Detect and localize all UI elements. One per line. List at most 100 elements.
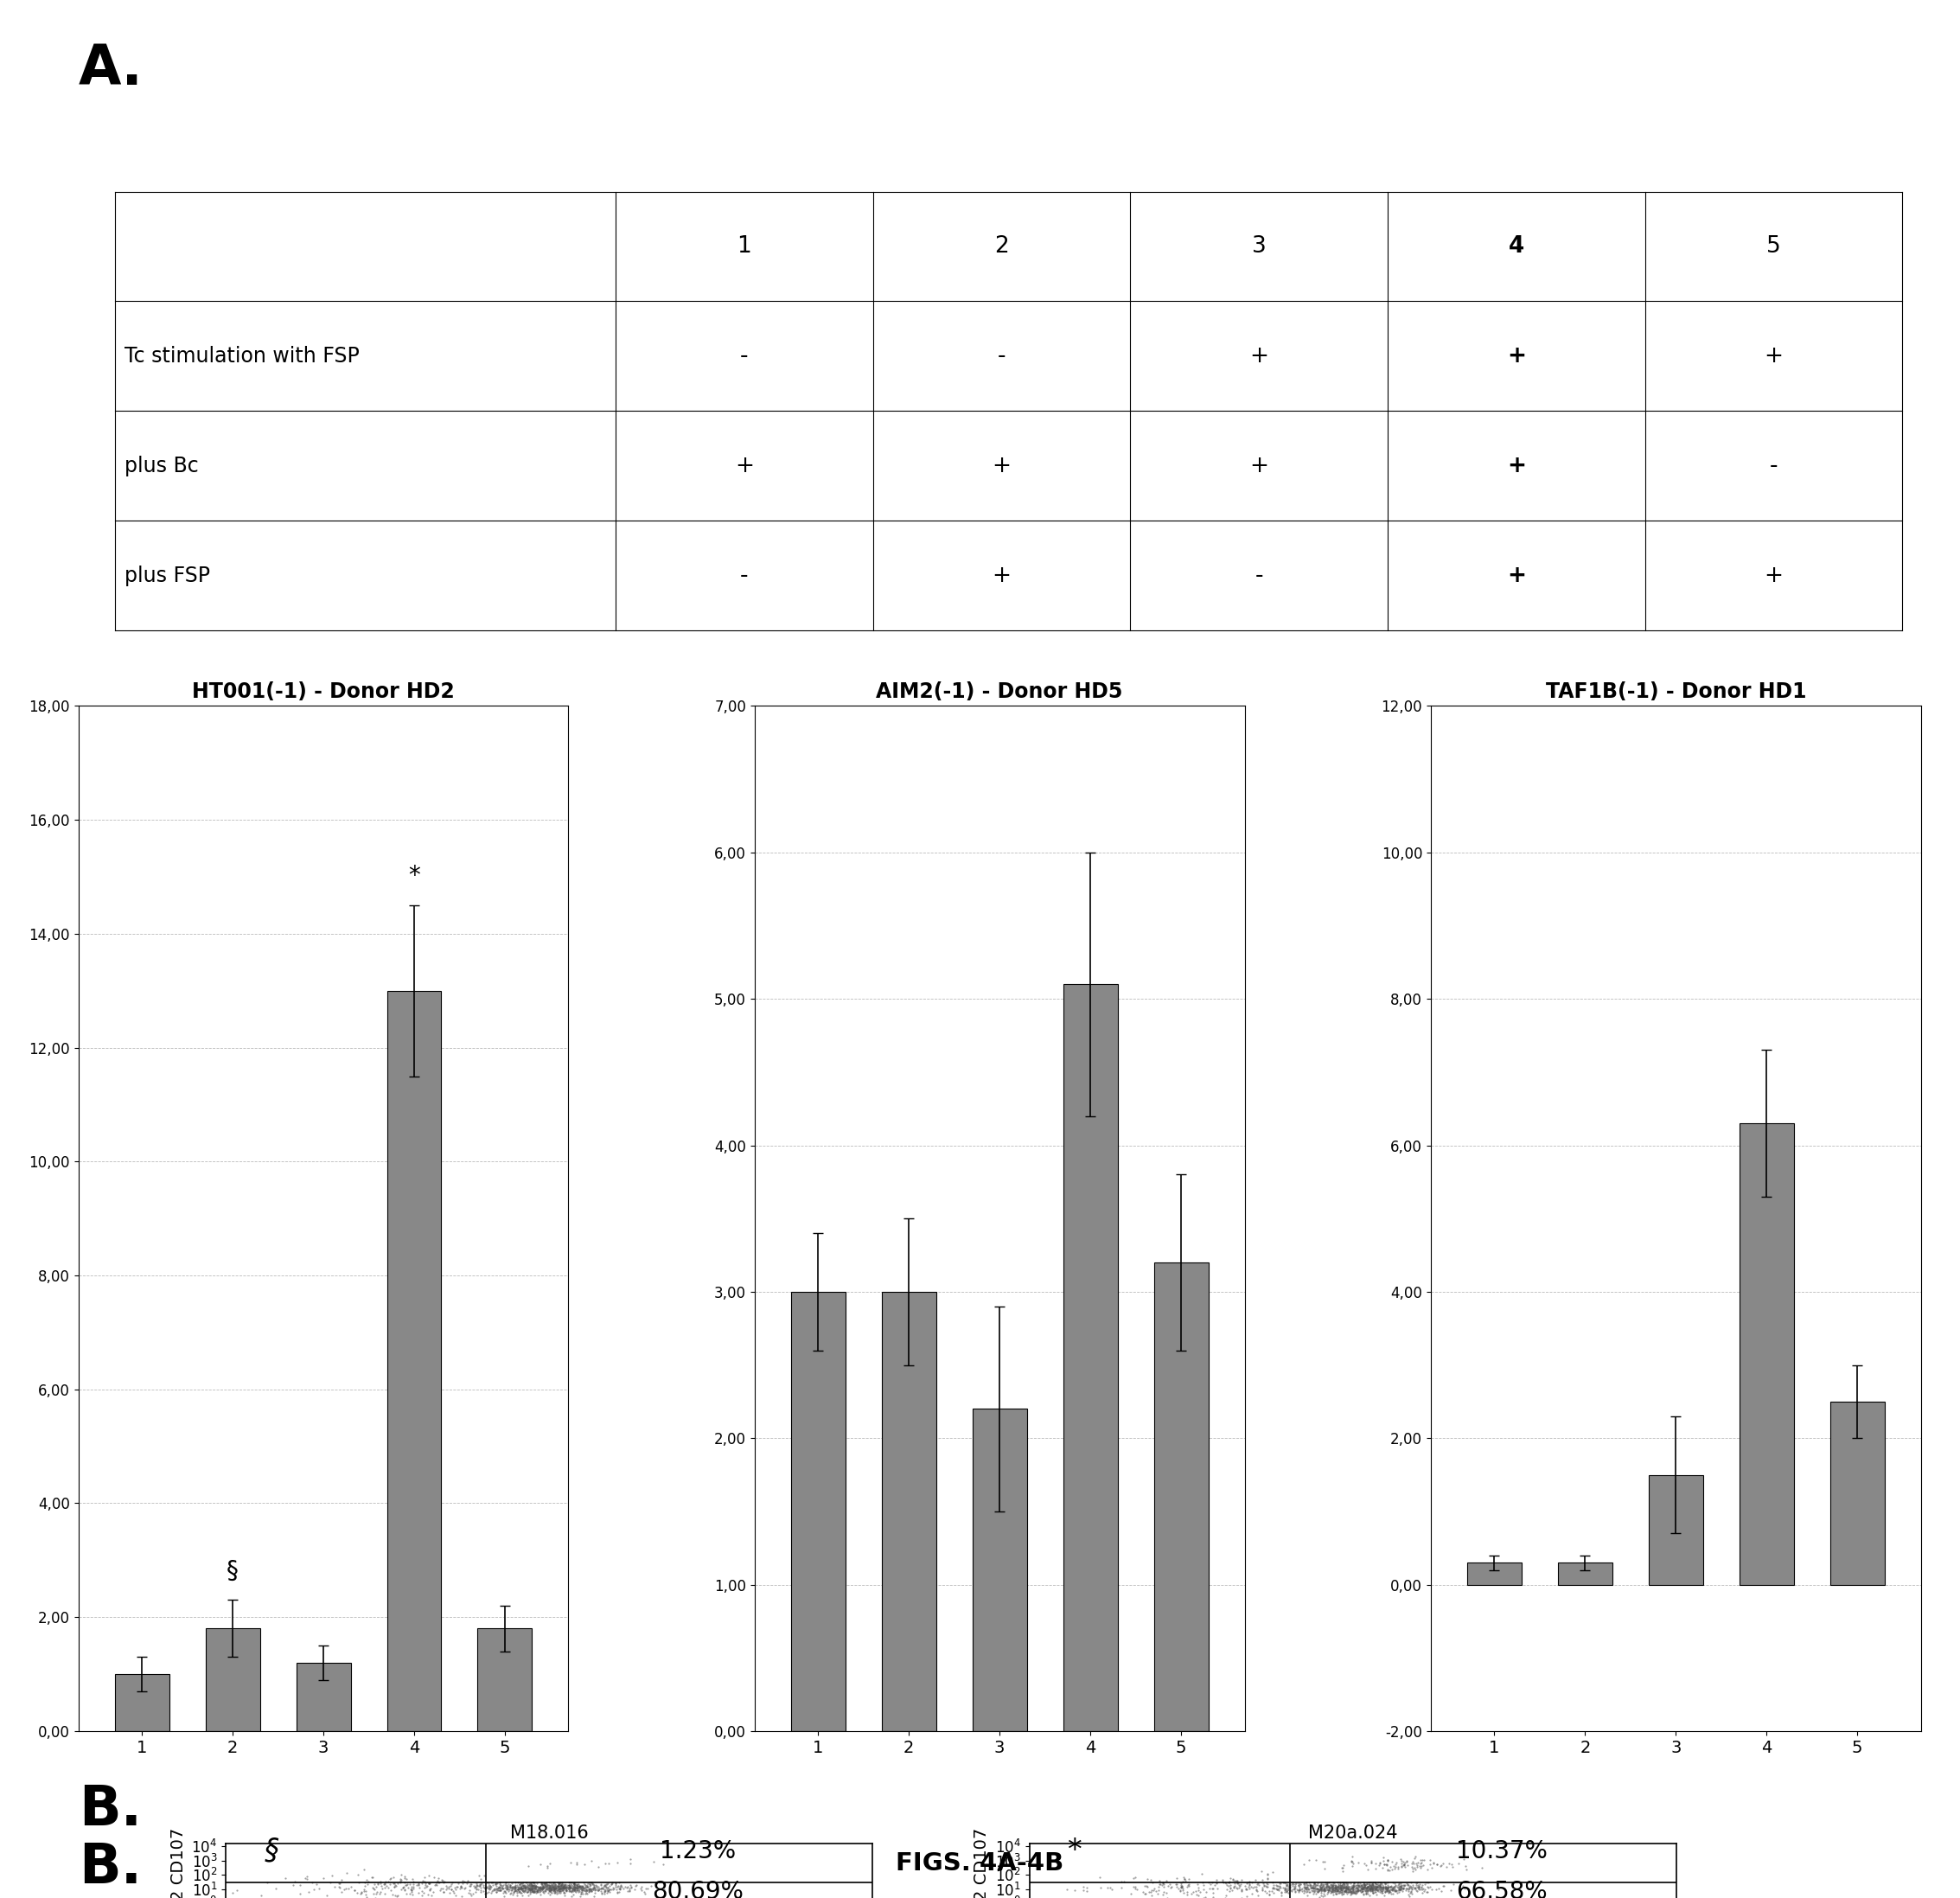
Point [445, 1881, 476, 1898]
Point [604, 1868, 635, 1898]
Point [1329, 1870, 1360, 1898]
Point [1258, 1877, 1290, 1898]
Point [1284, 1870, 1315, 1898]
Point [553, 1870, 584, 1898]
Point [514, 1873, 545, 1898]
Point [1364, 1871, 1396, 1898]
Point [1315, 1877, 1347, 1898]
Point [612, 1871, 643, 1898]
Title: AIM2(-1) - Donor HD5: AIM2(-1) - Donor HD5 [876, 681, 1123, 702]
Point [500, 1877, 531, 1898]
Point [323, 1873, 355, 1898]
Point [480, 1873, 512, 1898]
Point [508, 1868, 539, 1898]
Point [1362, 1873, 1394, 1898]
Point [1392, 1870, 1423, 1898]
Point [1301, 1870, 1333, 1898]
Point [1431, 1852, 1462, 1883]
Point [1133, 1877, 1164, 1898]
Point [539, 1871, 570, 1898]
Point [1397, 1852, 1429, 1883]
Point [316, 1868, 347, 1898]
Point [1333, 1868, 1364, 1898]
Point [574, 1868, 606, 1898]
Point [561, 1875, 592, 1898]
Point [566, 1879, 598, 1898]
Point [1119, 1862, 1151, 1892]
Point [1382, 1854, 1413, 1885]
Point [380, 1881, 412, 1898]
Point [1339, 1877, 1370, 1898]
Point [1154, 1873, 1186, 1898]
Point [329, 1873, 361, 1898]
Point [1270, 1868, 1301, 1898]
Point [1286, 1873, 1317, 1898]
Point [1329, 1873, 1360, 1898]
Point [523, 1873, 555, 1898]
Point [539, 1873, 570, 1898]
Point [539, 1875, 570, 1898]
Point [1337, 1847, 1368, 1877]
Point [1362, 1871, 1394, 1898]
Point [449, 1866, 480, 1896]
Text: +: + [735, 456, 755, 476]
Point [427, 1866, 459, 1896]
Point [1345, 1870, 1376, 1898]
Point [1117, 1871, 1149, 1898]
Point [1305, 1877, 1337, 1898]
Point [1358, 1871, 1390, 1898]
Point [576, 1875, 608, 1898]
Point [557, 1877, 588, 1898]
Point [414, 1875, 445, 1898]
Point [1329, 1873, 1360, 1898]
Point [1380, 1871, 1411, 1898]
Point [423, 1875, 455, 1898]
Point [525, 1873, 557, 1898]
Point [1264, 1871, 1296, 1898]
Point [1250, 1871, 1282, 1898]
Point [1190, 1877, 1221, 1898]
Point [1378, 1871, 1409, 1898]
Point [1131, 1864, 1162, 1894]
Point [1329, 1875, 1360, 1898]
Point [1137, 1881, 1168, 1898]
Point [496, 1868, 527, 1898]
Point [1280, 1870, 1311, 1898]
Point [1443, 1849, 1474, 1879]
Point [563, 1870, 594, 1898]
Point [512, 1870, 543, 1898]
Point [506, 1871, 537, 1898]
Point [676, 1868, 708, 1898]
Point [531, 1875, 563, 1898]
Point [1207, 1868, 1239, 1898]
Point [519, 1871, 551, 1898]
Point [1337, 1849, 1368, 1879]
Point [1339, 1871, 1370, 1898]
Point [584, 1873, 615, 1898]
Text: +: + [1764, 564, 1784, 586]
Point [1335, 1875, 1366, 1898]
Point [604, 1873, 635, 1898]
Point [1303, 1875, 1335, 1898]
Point [359, 1879, 390, 1898]
Point [1309, 1871, 1341, 1898]
Point [1368, 1873, 1399, 1898]
Point [1237, 1879, 1268, 1898]
Point [1323, 1871, 1354, 1898]
Point [494, 1879, 525, 1898]
Point [1337, 1877, 1368, 1898]
Point [1376, 1871, 1407, 1898]
Point [521, 1868, 553, 1898]
Point [1315, 1870, 1347, 1898]
Point [539, 1871, 570, 1898]
Point [1370, 1868, 1401, 1898]
Point [566, 1879, 598, 1898]
Point [508, 1870, 539, 1898]
Point [512, 1868, 543, 1898]
Point [1364, 1873, 1396, 1898]
Point [566, 1873, 598, 1898]
Point [345, 1879, 376, 1898]
Point [1372, 1845, 1403, 1875]
Point [514, 1870, 545, 1898]
Point [1315, 1873, 1347, 1898]
